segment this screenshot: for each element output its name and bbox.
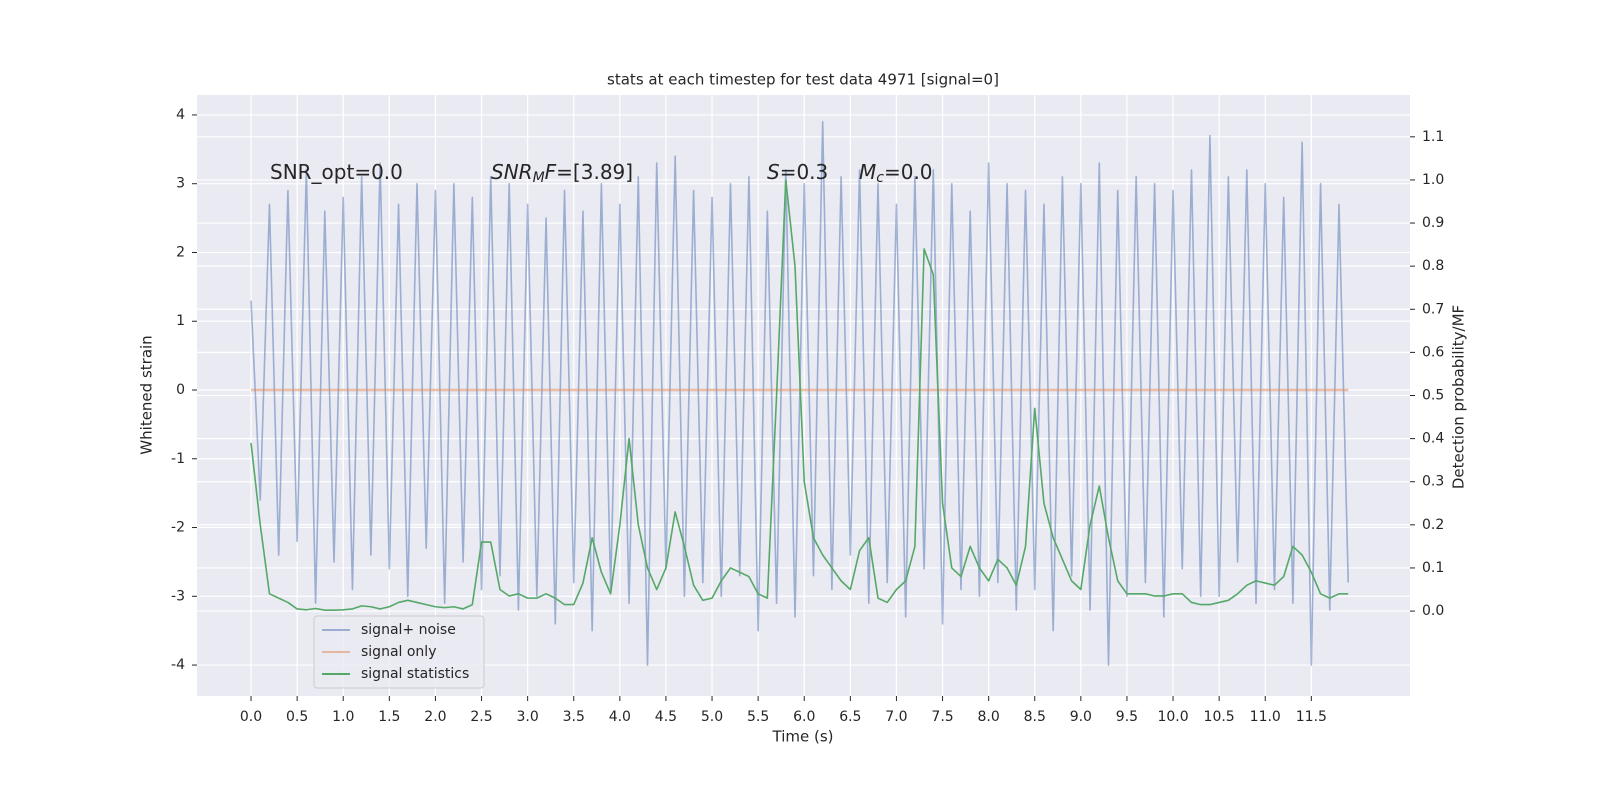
y2-tick-label: 1.1: [1422, 129, 1444, 145]
y2-tick-label: 0.8: [1422, 258, 1444, 274]
x-tick-label: 8.0: [978, 709, 1000, 725]
y2-tick-label: 0.3: [1422, 474, 1444, 490]
y2-tick-label: 0.9: [1422, 215, 1444, 231]
x-tick-label: 7.0: [885, 709, 907, 725]
y2-tick-label: 1.0: [1422, 172, 1444, 188]
x-tick-label: 10.0: [1157, 709, 1188, 725]
annotation: S=0.3: [767, 160, 828, 184]
x-tick-label: 4.0: [609, 709, 631, 725]
y2-tick-label: 0.7: [1422, 301, 1444, 317]
annotation-part: c: [876, 170, 884, 186]
y2-tick-label: 0.0: [1422, 603, 1444, 619]
x-tick-label: 8.5: [1024, 709, 1046, 725]
legend-box: [313, 615, 485, 689]
legend-label: signal only: [361, 644, 436, 660]
y2-tick-label: 0.1: [1422, 560, 1444, 576]
series-line: [250, 121, 1350, 666]
x-tick-label: 0.0: [240, 709, 262, 725]
x-tick-label: 2.0: [424, 709, 446, 725]
legend-label: signal statistics: [361, 666, 469, 682]
x-tick-label: 0.5: [286, 709, 308, 725]
y2-tick-label: 0.2: [1422, 517, 1444, 533]
x-tick-label: 11.0: [1250, 709, 1281, 725]
x-tick-label: 9.0: [1070, 709, 1092, 725]
annotation-part: S: [767, 160, 780, 184]
x-tick-label: 9.5: [1116, 709, 1138, 725]
annotation: Mc=0.0: [859, 160, 933, 187]
y-tick-label: 4: [176, 107, 185, 123]
x-tick-label: 3.0: [517, 709, 539, 725]
y2-tick-label: 0.4: [1422, 431, 1444, 447]
legend: signal+ noise signal only signal statistic…: [313, 615, 485, 689]
x-tick-label: 11.5: [1296, 709, 1327, 725]
series-line: [250, 179, 1349, 611]
y-tick-label: -4: [171, 657, 185, 673]
y-tick-label: 2: [176, 244, 185, 260]
x-tick-label: 7.5: [931, 709, 953, 725]
x-tick-label: 1.0: [332, 709, 354, 725]
x-tick-label: 4.5: [655, 709, 677, 725]
x-tick-label: 5.5: [747, 709, 769, 725]
annotation: SNRMF=[3.89]: [491, 160, 633, 187]
x-tick-label: 10.5: [1204, 709, 1235, 725]
annotation-part: F: [545, 160, 557, 184]
y-axis-label: Whitened strain: [138, 335, 156, 454]
y-tick-label: -2: [171, 520, 185, 536]
annotation-part: M: [859, 160, 876, 184]
x-tick-label: 3.5: [563, 709, 585, 725]
annotation-part: =0.3: [780, 160, 829, 184]
y-tick-label: -3: [171, 588, 185, 604]
y2-axis-label: Detection probability/MF: [1450, 305, 1468, 489]
y2-tick-label: 0.5: [1422, 388, 1444, 404]
annotation-part: =0.0: [884, 160, 933, 184]
y2-tick-label: 0.6: [1422, 344, 1444, 360]
legend-label: signal+ noise: [361, 622, 456, 638]
y-tick-label: 0: [176, 382, 185, 398]
x-tick-label: 2.5: [470, 709, 492, 725]
y-tick-label: 3: [176, 176, 185, 192]
annotation: SNR_opt=0.0: [270, 160, 403, 184]
annotation-part: SNR_opt=0.0: [270, 160, 403, 184]
chart-title: stats at each timestep for test data 497…: [607, 71, 999, 89]
annotation-part: SNR: [491, 160, 533, 184]
y-tick-label: 1: [176, 313, 185, 329]
x-tick-label: 6.5: [839, 709, 861, 725]
x-axis-label: Time (s): [772, 728, 834, 746]
x-tick-label: 1.5: [378, 709, 400, 725]
x-tick-label: 5.0: [701, 709, 723, 725]
y-tick-label: -1: [171, 451, 185, 467]
annotation-part: M: [533, 170, 545, 186]
x-tick-label: 6.0: [793, 709, 815, 725]
annotation-part: =[3.89]: [556, 160, 633, 184]
